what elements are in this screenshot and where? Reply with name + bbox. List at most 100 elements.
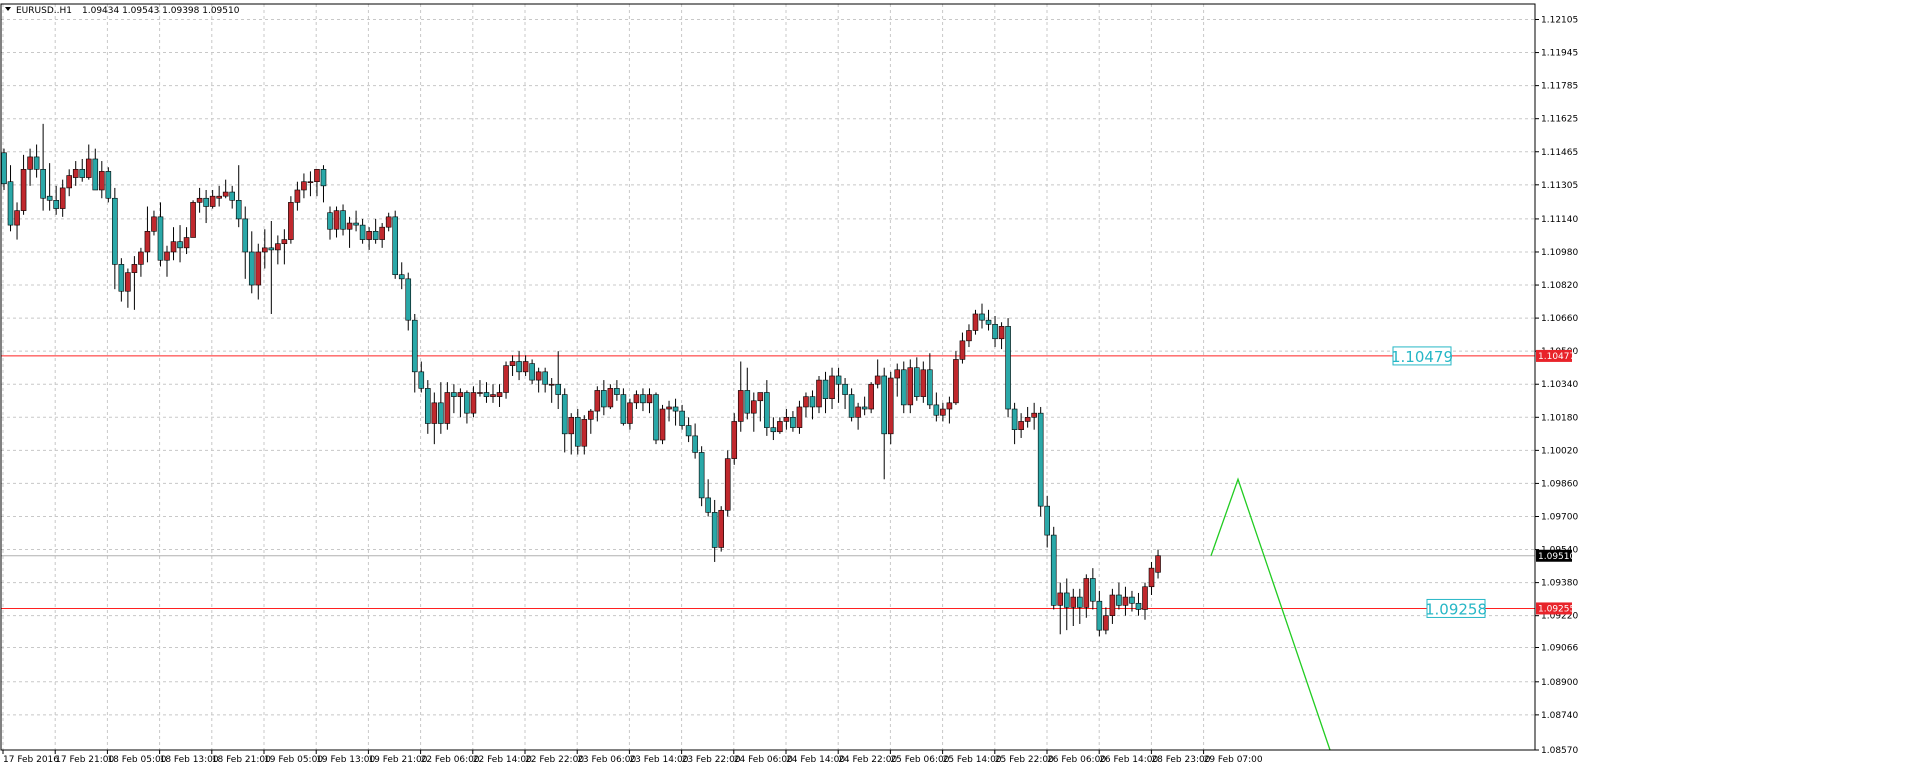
bear-candle-body xyxy=(340,210,346,230)
bull-candle-body xyxy=(477,392,483,394)
y-tick-label: 1.09700 xyxy=(1541,512,1578,522)
bull-candle-body xyxy=(731,421,738,459)
candle xyxy=(620,388,627,426)
candle xyxy=(842,378,848,410)
symbol-label: EURUSD..H1 xyxy=(16,6,72,16)
bull-candle-body xyxy=(301,181,307,191)
bull-candle-body xyxy=(1057,592,1064,606)
candle xyxy=(587,409,594,434)
bull-candle-body xyxy=(757,392,764,402)
bull-candle-body xyxy=(261,247,268,253)
y-tick-label: 1.11625 xyxy=(1541,115,1578,125)
bull-candle-body xyxy=(281,239,288,245)
candle xyxy=(822,371,829,414)
candle xyxy=(418,361,425,393)
bull-candle-body xyxy=(385,216,392,228)
x-tick-label: 22 Feb 22:00 xyxy=(525,755,584,765)
y-tick-label: 1.12105 xyxy=(1541,15,1578,25)
candle xyxy=(222,179,229,199)
bear-candle-body xyxy=(1050,534,1057,606)
bull-candle-body xyxy=(607,388,614,408)
candle xyxy=(555,351,562,410)
candle xyxy=(125,268,131,308)
candle xyxy=(379,223,385,248)
candle xyxy=(1011,402,1018,445)
y-tick-label: 1.10180 xyxy=(1541,413,1578,423)
bull-candle-body xyxy=(940,408,946,416)
bull-candle-body xyxy=(581,419,588,447)
candle xyxy=(151,210,157,236)
x-tick-label: 18 Feb 21:00 xyxy=(212,755,271,765)
level-price-tag-text: 1.09255 xyxy=(1538,604,1575,614)
bull-candle-body xyxy=(496,392,503,397)
bull-candle-body xyxy=(275,243,281,251)
current-price-tag-bg xyxy=(1536,549,1572,562)
plot-frame xyxy=(0,3,1536,751)
x-tick-label: 26 Feb 06:00 xyxy=(1047,755,1106,765)
candle xyxy=(294,181,301,211)
candle xyxy=(1050,526,1057,610)
candle xyxy=(359,218,366,244)
bull-candle-body xyxy=(14,210,20,226)
bull-candle-body xyxy=(431,402,438,424)
x-tick-label: 18 Feb 05:00 xyxy=(107,755,166,765)
candle xyxy=(1148,561,1155,596)
candle xyxy=(790,411,796,432)
bear-candle-body xyxy=(979,313,985,321)
bull-candle-body xyxy=(20,169,27,211)
bull-candle-body xyxy=(627,402,633,424)
candle xyxy=(229,185,235,209)
axes: 1.12105 1.11945 1.11785 1.11625 1.11465 1.113… xyxy=(0,3,1578,765)
candle xyxy=(685,417,692,443)
bull-candle-body xyxy=(294,189,301,203)
bull-candle-body xyxy=(953,359,959,404)
bear-candle-body xyxy=(529,363,535,381)
bull-candle-body xyxy=(777,421,783,433)
candle xyxy=(1024,406,1031,428)
candle xyxy=(509,355,516,376)
candle xyxy=(1031,402,1037,430)
bull-candle-body xyxy=(907,367,914,406)
candle xyxy=(750,392,757,432)
bear-candle-body xyxy=(790,416,796,428)
candle xyxy=(718,506,725,552)
level-price-tag-bg xyxy=(1536,349,1572,362)
candle xyxy=(809,390,816,420)
bear-candle-body xyxy=(268,247,275,251)
bull-candle-body xyxy=(1083,578,1090,608)
candle xyxy=(457,388,464,418)
triangle-down-icon[interactable] xyxy=(5,7,11,11)
x-tick-label: 23 Feb 06:00 xyxy=(577,755,636,765)
bear-candle-body xyxy=(112,197,118,265)
candle xyxy=(764,380,770,436)
candle xyxy=(490,384,496,403)
x-tick-label: 18 Feb 13:00 xyxy=(160,755,219,765)
bear-candle-body xyxy=(405,278,412,321)
bull-candle-body xyxy=(522,361,529,373)
candle xyxy=(1103,607,1109,635)
candle xyxy=(698,446,705,507)
level-label-text: 1.10479 xyxy=(1391,348,1453,366)
bear-candle-body xyxy=(118,264,125,292)
candle xyxy=(757,392,764,422)
candle xyxy=(314,169,320,197)
candle xyxy=(385,212,392,232)
y-tick-label: 1.10980 xyxy=(1541,248,1578,258)
bull-candle-body xyxy=(548,383,555,386)
candle xyxy=(112,187,118,290)
candle xyxy=(522,355,529,376)
bear-candle-body xyxy=(464,392,470,414)
bear-candle-body xyxy=(229,191,235,201)
level-price-tag: 1.09255 xyxy=(1536,602,1575,615)
candle xyxy=(900,361,907,414)
candle xyxy=(496,384,503,407)
y-tick-label: 1.09066 xyxy=(1541,644,1578,654)
candle xyxy=(653,392,659,445)
candle xyxy=(927,353,933,410)
candle xyxy=(1142,582,1148,620)
bull-candle-body xyxy=(503,365,509,393)
bull-candle-body xyxy=(457,392,464,397)
bull-candle-body xyxy=(1103,615,1109,631)
